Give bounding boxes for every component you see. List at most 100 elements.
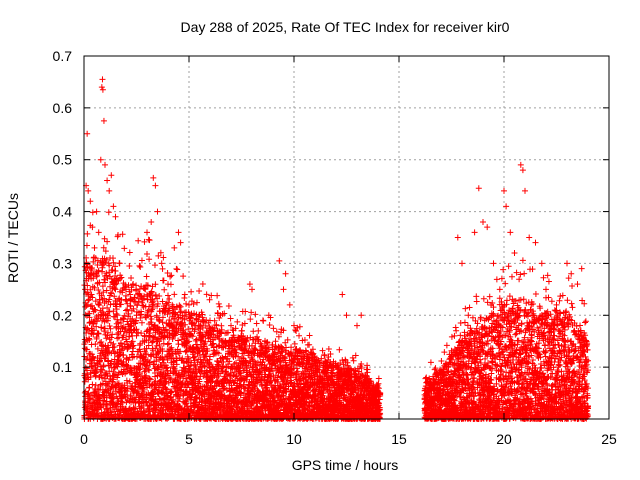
data-point bbox=[160, 277, 167, 284]
data-point bbox=[86, 296, 93, 303]
data-point bbox=[161, 286, 168, 293]
data-point bbox=[91, 284, 98, 291]
data-point bbox=[121, 312, 128, 319]
data-point bbox=[91, 306, 98, 313]
data-point bbox=[143, 351, 150, 358]
data-point bbox=[216, 303, 223, 310]
data-point bbox=[110, 259, 117, 266]
data-point bbox=[126, 333, 133, 340]
data-point bbox=[89, 294, 96, 301]
data-point bbox=[136, 286, 143, 293]
data-point bbox=[100, 289, 107, 296]
data-point bbox=[141, 295, 148, 302]
data-point bbox=[141, 368, 148, 375]
data-point bbox=[105, 209, 112, 216]
data-point bbox=[90, 320, 97, 327]
data-point bbox=[84, 405, 91, 412]
data-point bbox=[138, 293, 145, 300]
data-point bbox=[112, 268, 119, 275]
data-point bbox=[85, 391, 92, 398]
data-point bbox=[101, 375, 108, 382]
data-point bbox=[103, 335, 110, 342]
data-point bbox=[94, 272, 101, 279]
data-point bbox=[92, 341, 99, 348]
data-point bbox=[84, 230, 91, 237]
data-point bbox=[127, 303, 134, 310]
data-point bbox=[138, 311, 145, 318]
data-point bbox=[112, 350, 119, 357]
data-point bbox=[86, 384, 93, 391]
data-point bbox=[119, 231, 126, 238]
data-point bbox=[103, 256, 110, 263]
data-point bbox=[95, 267, 102, 274]
data-point bbox=[112, 286, 119, 293]
data-point bbox=[143, 273, 150, 280]
data-point bbox=[92, 307, 99, 314]
data-point bbox=[111, 293, 118, 300]
data-point bbox=[134, 301, 141, 308]
data-point bbox=[143, 398, 150, 405]
data-point bbox=[107, 339, 114, 346]
data-point bbox=[117, 351, 124, 358]
data-point bbox=[336, 346, 343, 353]
data-point bbox=[146, 256, 153, 263]
data-point bbox=[98, 404, 105, 411]
data-point bbox=[108, 334, 115, 341]
data-point bbox=[203, 291, 210, 298]
data-point bbox=[110, 394, 117, 401]
data-point bbox=[141, 333, 148, 340]
data-point bbox=[272, 338, 279, 345]
data-point bbox=[142, 286, 149, 293]
data-point bbox=[90, 331, 97, 338]
data-point bbox=[270, 325, 277, 332]
data-point bbox=[135, 237, 142, 244]
data-point bbox=[306, 332, 313, 339]
data-point bbox=[106, 368, 113, 375]
data-point bbox=[138, 257, 145, 264]
data-point bbox=[83, 242, 90, 249]
data-point bbox=[87, 286, 94, 293]
data-point bbox=[84, 282, 91, 289]
data-point bbox=[83, 346, 90, 353]
data-point bbox=[193, 299, 200, 306]
data-point bbox=[151, 262, 158, 269]
data-point bbox=[196, 288, 203, 295]
data-point bbox=[138, 299, 145, 306]
data-point bbox=[111, 344, 118, 351]
data-point bbox=[260, 317, 267, 324]
data-point bbox=[227, 315, 234, 322]
data-point bbox=[291, 340, 298, 347]
data-point bbox=[214, 292, 221, 299]
data-point bbox=[112, 303, 119, 310]
data-point bbox=[86, 336, 93, 343]
data-point bbox=[110, 368, 117, 375]
data-point bbox=[102, 276, 108, 283]
data-points bbox=[81, 76, 591, 422]
data-point bbox=[122, 325, 129, 332]
data-point bbox=[94, 345, 101, 352]
data-point bbox=[143, 345, 150, 352]
data-point bbox=[84, 355, 91, 362]
data-point bbox=[109, 331, 116, 338]
data-point bbox=[83, 302, 90, 309]
data-point bbox=[92, 298, 99, 305]
data-point bbox=[125, 310, 132, 317]
data-point bbox=[126, 263, 133, 270]
data-point bbox=[115, 231, 122, 238]
data-point bbox=[138, 330, 145, 337]
data-point bbox=[125, 357, 132, 364]
data-point bbox=[350, 357, 357, 364]
data-point bbox=[114, 400, 121, 407]
data-point bbox=[110, 308, 117, 315]
data-point bbox=[253, 320, 260, 327]
data-point bbox=[133, 332, 140, 339]
data-point bbox=[118, 274, 125, 281]
data-point bbox=[293, 328, 300, 335]
data-point bbox=[99, 264, 106, 271]
data-point bbox=[84, 371, 91, 378]
data-point bbox=[98, 338, 105, 345]
data-point bbox=[93, 334, 100, 341]
data-point bbox=[247, 316, 254, 323]
data-point bbox=[133, 317, 140, 324]
data-point bbox=[93, 323, 100, 330]
